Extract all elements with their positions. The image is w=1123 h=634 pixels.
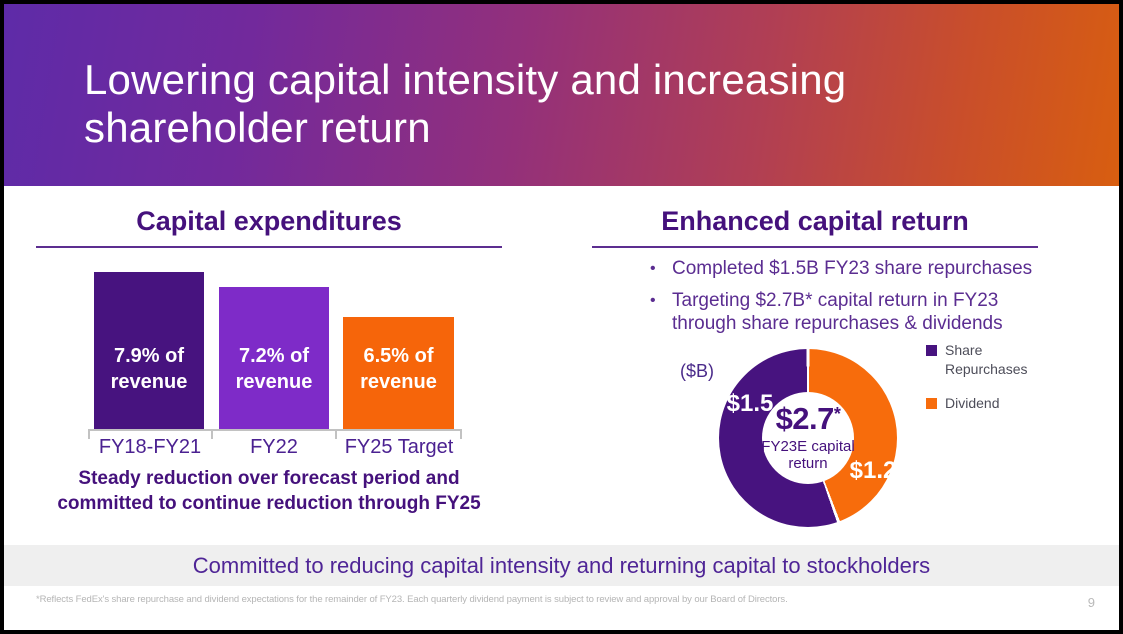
share-repurchases-slice-label: $1.5 bbox=[726, 390, 774, 417]
bullet-item: • Targeting $2.7B* capital return in FY23… bbox=[650, 290, 1003, 334]
legend-item-share-repurchases: Share Repurchases bbox=[926, 341, 1046, 379]
bullet-dot-icon: • bbox=[650, 260, 656, 277]
donut-center-text: $2.7* FY23E capital return bbox=[740, 401, 876, 472]
left-heading-underline bbox=[36, 246, 502, 248]
dividend-swatch-icon bbox=[926, 398, 937, 409]
legend-item-dividend: Dividend bbox=[926, 394, 1046, 413]
donut-total-value: $2.7* bbox=[775, 401, 841, 436]
axis-tick bbox=[88, 429, 90, 439]
capital-return-bullets: • Completed $1.5B FY23 share repurchases … bbox=[644, 257, 1060, 344]
axis-tick bbox=[460, 429, 462, 439]
axis-tick bbox=[211, 429, 213, 439]
slide-header: Lowering capital intensity and increasin… bbox=[4, 4, 1119, 186]
legend-label: Dividend bbox=[945, 395, 1000, 411]
enhanced-capital-return-heading: Enhanced capital return bbox=[661, 206, 969, 236]
footnote-text: *Reflects FedEx's share repurchase and d… bbox=[36, 594, 788, 605]
donut-legend: Share Repurchases Dividend bbox=[926, 341, 1046, 428]
x-axis-line bbox=[88, 429, 462, 431]
bar-value-label: 7.9% of revenue bbox=[110, 345, 188, 393]
bar-value-label: 7.2% of revenue bbox=[235, 345, 313, 393]
legend-label: Share Repurchases bbox=[945, 342, 1028, 377]
bar-fy18-fy21 bbox=[94, 272, 204, 430]
bar-value-label: 6.5% of revenue bbox=[360, 345, 437, 393]
bar-fy22 bbox=[219, 287, 329, 430]
right-heading-underline bbox=[592, 246, 1038, 248]
page-title: Lowering capital intensity and increasin… bbox=[84, 56, 847, 151]
bullet-dot-icon: • bbox=[650, 292, 656, 309]
share-repurchases-swatch-icon bbox=[926, 345, 937, 356]
bottom-banner: Committed to reducing capital intensity … bbox=[4, 545, 1119, 586]
dividend-slice-label: $1.2 bbox=[849, 457, 897, 484]
donut-center-label: FY23E capital return bbox=[761, 438, 855, 472]
x-axis-label: FY22 bbox=[250, 436, 298, 458]
x-axis-label: FY25 Target bbox=[344, 436, 454, 458]
donut-hole bbox=[762, 392, 854, 484]
bar-fy25-target bbox=[343, 317, 454, 430]
axis-tick bbox=[335, 429, 337, 439]
bar-chart-caption: Steady reduction over forecast period an… bbox=[57, 468, 481, 514]
x-axis-label: FY18-FY21 bbox=[98, 436, 202, 458]
donut-unit-label: ($B) bbox=[679, 361, 714, 381]
asterisk-superscript: * bbox=[833, 404, 841, 424]
capital-expenditures-heading: Capital expenditures bbox=[136, 206, 402, 236]
bullet-item: • Completed $1.5B FY23 share repurchases bbox=[650, 258, 1033, 279]
page-number: 9 bbox=[1087, 595, 1095, 610]
